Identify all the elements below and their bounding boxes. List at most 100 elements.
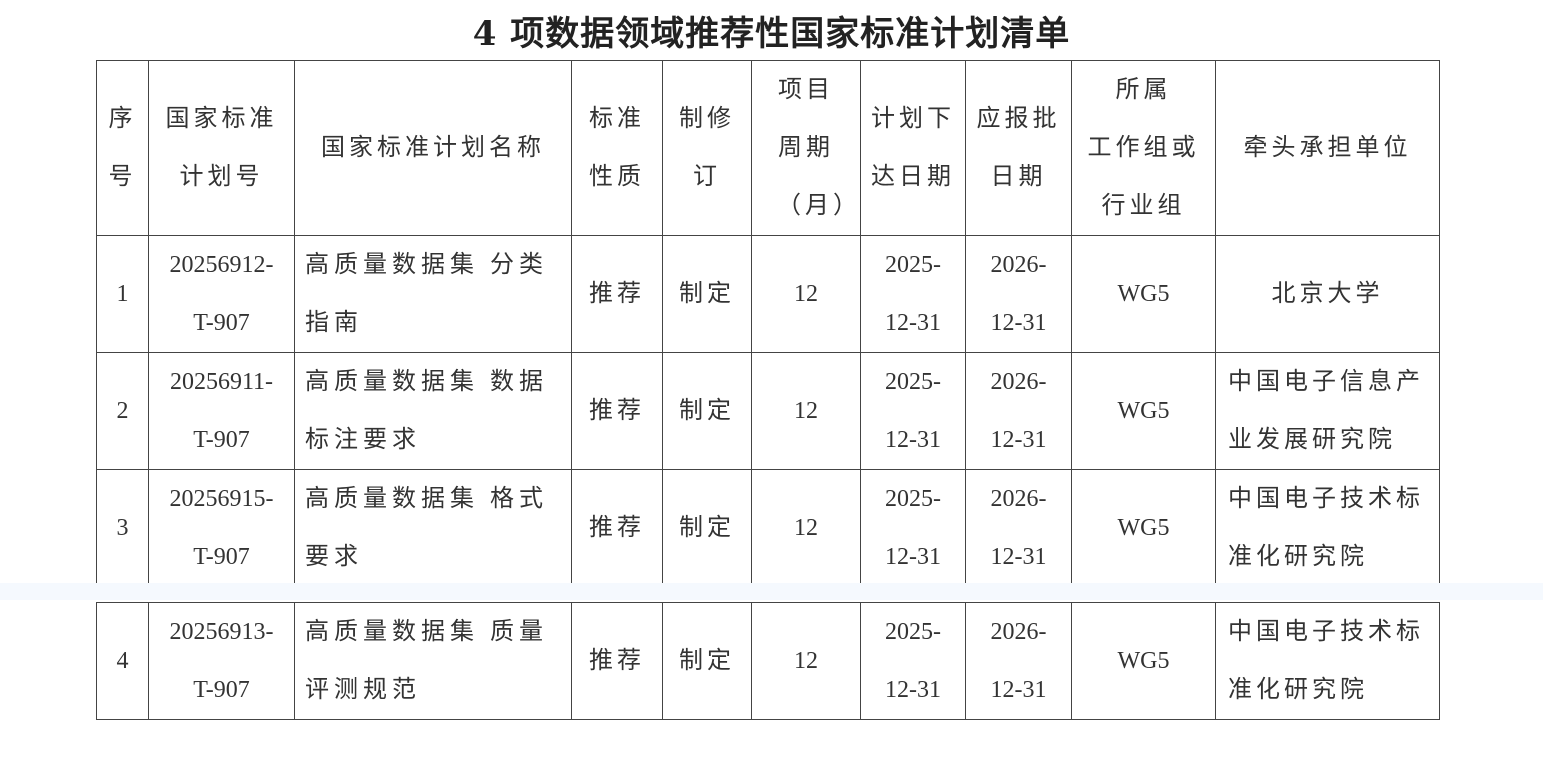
- table-row: 2 20256911- T-907 高质量数据集 数据 标注要求 推荐 制定 12 2025- 1…: [96, 352, 1440, 470]
- cell-text: 1: [116, 281, 129, 307]
- revision-type: 制定: [662, 469, 752, 583]
- revision-type: 制定: [662, 602, 752, 720]
- working-group: WG5: [1071, 469, 1216, 583]
- cell-text: 准化研究院: [1228, 677, 1368, 703]
- cell-text: 高质量数据集 分类: [305, 252, 548, 278]
- lead-unit: 中国电子技术标 准化研究院: [1215, 602, 1440, 720]
- cell-text: 中国电子技术标: [1228, 619, 1424, 645]
- cell-text: 所属: [1115, 77, 1172, 103]
- cell-text: 2026-: [990, 369, 1047, 395]
- cell-text: T-907: [193, 544, 250, 570]
- cell-text: 12-31: [990, 427, 1047, 453]
- issue-date: 2025- 12-31: [860, 602, 966, 720]
- cell-text: 12-31: [990, 310, 1047, 336]
- cell-text: 中国电子技术标: [1228, 486, 1424, 512]
- lead-unit: 北京大学: [1215, 235, 1440, 353]
- header-cell: 牵头承担单位: [1215, 60, 1440, 236]
- cell-text: 制定: [679, 648, 735, 674]
- cell-text: WG5: [1117, 648, 1170, 674]
- table-top: 序号国家标准 计划号 国家标准计划名称 标准性质 制修订 项目周期（月） 计划下 达日期 应报批…: [96, 60, 1440, 583]
- cell-text: 推荐: [589, 398, 645, 424]
- cell-text: 2: [116, 398, 129, 424]
- plan-name: 高质量数据集 质量 评测规范: [294, 602, 572, 720]
- cell-text: 计划下: [871, 106, 955, 132]
- cell-text: 国家标准计划名称: [321, 135, 545, 161]
- cell-text: WG5: [1117, 398, 1170, 424]
- cell-text: 高质量数据集 质量: [305, 619, 548, 645]
- cell-text: 2025-: [885, 619, 941, 645]
- cell-text: 4: [116, 648, 129, 674]
- cell-text: 准化研究院: [1228, 544, 1368, 570]
- cell-text: WG5: [1117, 281, 1170, 307]
- cell-text: 制修订: [679, 106, 735, 190]
- header-cell: 所属 工作组或 行业组: [1071, 60, 1216, 236]
- plan-number: 20256915- T-907: [148, 469, 295, 583]
- row-number: 3: [96, 469, 149, 583]
- header-cell: 国家标准计划名称: [294, 60, 572, 236]
- working-group: WG5: [1071, 352, 1216, 470]
- cell-text: 制定: [679, 398, 735, 424]
- row-number: 1: [96, 235, 149, 353]
- plan-name: 高质量数据集 格式 要求: [294, 469, 572, 583]
- cell-text: 12: [794, 515, 818, 541]
- table-row: 3 20256915- T-907 高质量数据集 格式 要求 推荐 制定 12 2025- 12-…: [96, 469, 1440, 583]
- cell-text: 2025-: [885, 369, 941, 395]
- cell-text: 北京大学: [1271, 281, 1384, 307]
- page-break-gap: [0, 583, 1543, 600]
- header-cell: 项目周期（月）: [751, 60, 861, 236]
- cell-text: T-907: [193, 677, 250, 703]
- plan-name: 高质量数据集 数据 标注要求: [294, 352, 572, 470]
- cell-text: 推荐: [589, 515, 645, 541]
- plan-number: 20256911- T-907: [148, 352, 295, 470]
- cell-text: WG5: [1117, 515, 1170, 541]
- lead-unit: 中国电子技术标 准化研究院: [1215, 469, 1440, 583]
- cell-text: 12-31: [990, 544, 1047, 570]
- cell-text: 12-31: [990, 677, 1047, 703]
- row-number: 4: [96, 602, 149, 720]
- cell-text: 达日期: [871, 164, 955, 190]
- cell-text: 2025-: [885, 486, 941, 512]
- cell-text: 国家标准: [165, 106, 278, 132]
- issue-date: 2025- 12-31: [860, 352, 966, 470]
- cell-text: 推荐: [589, 281, 645, 307]
- cell-text: 制定: [679, 281, 735, 307]
- cell-text: 2026-: [990, 252, 1047, 278]
- header-row: 序号国家标准 计划号 国家标准计划名称 标准性质 制修订 项目周期（月） 计划下 达日期 应报批…: [96, 60, 1440, 236]
- nature: 推荐: [571, 602, 663, 720]
- table-bottom: 4 20256913- T-907 高质量数据集 质量 评测规范 推荐 制定 12 2025- 1…: [96, 602, 1440, 720]
- approval-date: 2026- 12-31: [965, 602, 1072, 720]
- standards-table-continued: 4 20256913- T-907 高质量数据集 质量 评测规范 推荐 制定 12 2025- 1…: [96, 602, 1440, 720]
- cell-text: 12: [794, 281, 818, 307]
- standards-table: 序号国家标准 计划号 国家标准计划名称 标准性质 制修订 项目周期（月） 计划下 达日期 应报批…: [96, 60, 1440, 583]
- cell-text: 中国电子信息产: [1228, 369, 1424, 395]
- cell-text: 2026-: [990, 486, 1047, 512]
- period: 12: [751, 602, 861, 720]
- cell-text: 牵头承担单位: [1243, 135, 1412, 161]
- cell-text: 推荐: [589, 648, 645, 674]
- cell-text: 高质量数据集 数据: [305, 369, 548, 395]
- cell-text: 评测规范: [305, 677, 421, 703]
- issue-date: 2025- 12-31: [860, 469, 966, 583]
- cell-text: 项目周期（月）: [777, 77, 861, 219]
- cell-text: 标准性质: [589, 106, 645, 190]
- page-title: 4 项数据领域推荐性国家标准计划清单: [472, 14, 1071, 54]
- row-number: 2: [96, 352, 149, 470]
- cell-text: 12-31: [885, 544, 941, 570]
- working-group: WG5: [1071, 235, 1216, 353]
- cell-text: 12-31: [885, 427, 941, 453]
- header-cell: 应报批日期: [965, 60, 1072, 236]
- cell-text: 应报批日期: [976, 106, 1061, 190]
- period: 12: [751, 469, 861, 583]
- cell-text: 20256915-: [169, 486, 274, 512]
- cell-text: 序: [108, 106, 137, 132]
- cell-text: 要求: [305, 544, 363, 570]
- cell-text: 12-31: [885, 677, 941, 703]
- nature: 推荐: [571, 235, 663, 353]
- header-cell: 序号: [96, 60, 149, 236]
- table-row: 4 20256913- T-907 高质量数据集 质量 评测规范 推荐 制定 12 2025- 1…: [96, 602, 1440, 720]
- header-cell: 计划下 达日期: [860, 60, 966, 236]
- cell-text: 2026-: [990, 619, 1047, 645]
- header-cell: 国家标准 计划号: [148, 60, 295, 236]
- nature: 推荐: [571, 469, 663, 583]
- approval-date: 2026- 12-31: [965, 235, 1072, 353]
